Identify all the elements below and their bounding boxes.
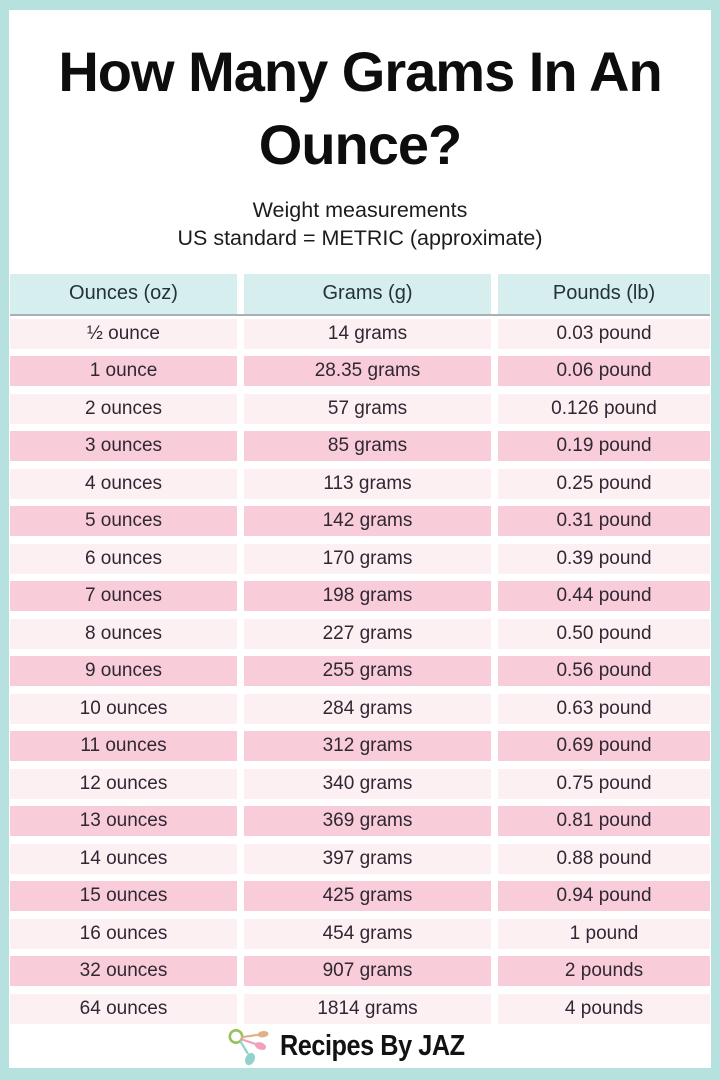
grams-cell: 1814 grams bbox=[244, 993, 491, 1024]
grams-cell: 85 grams bbox=[244, 431, 491, 462]
table-header-row: Ounces (oz) Grams (g) Pounds (lb) bbox=[10, 273, 710, 314]
pounds-cell: 0.69 pound bbox=[498, 731, 710, 762]
table-row: 12 ounces 340 grams 0.75 pound bbox=[10, 768, 710, 799]
table-row: 16 ounces 454 grams 1 pound bbox=[10, 918, 710, 949]
table-row: 3 ounces 85 grams 0.19 pound bbox=[10, 431, 710, 462]
pounds-cell: 4 pounds bbox=[498, 993, 710, 1024]
table-row: 11 ounces 312 grams 0.69 pound bbox=[10, 731, 710, 762]
ounces-cell: 3 ounces bbox=[10, 431, 237, 462]
ounces-cell: 9 ounces bbox=[10, 656, 237, 687]
grams-cell: 369 grams bbox=[244, 806, 491, 837]
pounds-cell: 0.94 pound bbox=[498, 881, 710, 912]
ounces-cell: 5 ounces bbox=[10, 506, 237, 537]
grams-cell: 198 grams bbox=[244, 581, 491, 612]
grams-cell: 227 grams bbox=[244, 618, 491, 649]
conversion-table: Ounces (oz) Grams (g) Pounds (lb) ½ ounc… bbox=[10, 273, 710, 1024]
grams-cell: 14 grams bbox=[244, 318, 491, 349]
grams-cell: 425 grams bbox=[244, 881, 491, 912]
header-grams: Grams (g) bbox=[244, 273, 491, 314]
pounds-cell: 0.50 pound bbox=[498, 618, 710, 649]
pounds-cell: 0.06 pound bbox=[498, 356, 710, 387]
pounds-cell: 0.88 pound bbox=[498, 843, 710, 874]
grams-cell: 142 grams bbox=[244, 506, 491, 537]
table-row: 13 ounces 369 grams 0.81 pound bbox=[10, 806, 710, 837]
ounces-cell: 12 ounces bbox=[10, 768, 237, 799]
table-row: 9 ounces 255 grams 0.56 pound bbox=[10, 656, 710, 687]
brand-name: Recipes By JAZ bbox=[280, 1030, 466, 1062]
table-row: 10 ounces 284 grams 0.63 pound bbox=[10, 693, 710, 724]
table-row: 2 ounces 57 grams 0.126 pound bbox=[10, 393, 710, 424]
subtitle-line-1: Weight measurements bbox=[252, 197, 468, 222]
table-row: 14 ounces 397 grams 0.88 pound bbox=[10, 843, 710, 874]
pounds-cell: 0.63 pound bbox=[498, 693, 710, 724]
ounces-cell: 13 ounces bbox=[10, 806, 237, 837]
pounds-cell: 0.19 pound bbox=[498, 431, 710, 462]
ounces-cell: 15 ounces bbox=[10, 881, 237, 912]
measuring-spoons-icon bbox=[228, 1028, 269, 1065]
pounds-cell: 1 pound bbox=[498, 918, 710, 949]
table-row: 4 ounces 113 grams 0.25 pound bbox=[10, 468, 710, 499]
ounces-cell: 64 ounces bbox=[10, 993, 237, 1024]
pounds-cell: 0.126 pound bbox=[498, 393, 710, 424]
grams-cell: 312 grams bbox=[244, 731, 491, 762]
pounds-cell: 0.31 pound bbox=[498, 506, 710, 537]
pounds-cell: 0.03 pound bbox=[498, 318, 710, 349]
pounds-cell: 0.39 pound bbox=[498, 543, 710, 574]
ounces-cell: 4 ounces bbox=[10, 468, 237, 499]
ounces-cell: 2 ounces bbox=[10, 393, 237, 424]
table-row: 15 ounces 425 grams 0.94 pound bbox=[10, 881, 710, 912]
grams-cell: 340 grams bbox=[244, 768, 491, 799]
grams-cell: 28.35 grams bbox=[244, 356, 491, 387]
grams-cell: 454 grams bbox=[244, 918, 491, 949]
header-pounds: Pounds (lb) bbox=[498, 273, 710, 314]
brand-footer: Recipes By JAZ bbox=[9, 1025, 711, 1068]
grams-cell: 113 grams bbox=[244, 468, 491, 499]
grams-cell: 170 grams bbox=[244, 543, 491, 574]
ounces-cell: 7 ounces bbox=[10, 581, 237, 612]
subtitle-line-2: US standard = METRIC (approximate) bbox=[177, 225, 543, 250]
ounces-cell: 10 ounces bbox=[10, 693, 237, 724]
grams-cell: 284 grams bbox=[244, 693, 491, 724]
grams-cell: 397 grams bbox=[244, 843, 491, 874]
table-row: 1 ounce 28.35 grams 0.06 pound bbox=[10, 356, 710, 387]
table-row: 64 ounces 1814 grams 4 pounds bbox=[10, 993, 710, 1024]
ounces-cell: 1 ounce bbox=[10, 356, 237, 387]
ounces-cell: ½ ounce bbox=[10, 318, 237, 349]
subtitle: Weight measurements US standard = METRIC… bbox=[9, 196, 711, 252]
header-divider-line bbox=[10, 313, 710, 316]
table-row: ½ ounce 14 grams 0.03 pound bbox=[10, 318, 710, 349]
page-title: How Many Grams In An Ounce? bbox=[58, 40, 662, 176]
pounds-cell: 0.44 pound bbox=[498, 581, 710, 612]
pounds-cell: 0.81 pound bbox=[498, 806, 710, 837]
table-row: 7 ounces 198 grams 0.44 pound bbox=[10, 581, 710, 612]
grams-cell: 255 grams bbox=[244, 656, 491, 687]
ounces-cell: 14 ounces bbox=[10, 843, 237, 874]
table-row: 5 ounces 142 grams 0.31 pound bbox=[10, 506, 710, 537]
header-ounces: Ounces (oz) bbox=[10, 273, 237, 314]
conversion-table-body: ½ ounce 14 grams 0.03 pound 1 ounce 28.3… bbox=[10, 316, 710, 1024]
ounces-cell: 6 ounces bbox=[10, 543, 237, 574]
pounds-cell: 0.75 pound bbox=[498, 768, 710, 799]
ounces-cell: 11 ounces bbox=[10, 731, 237, 762]
ounces-cell: 16 ounces bbox=[10, 918, 237, 949]
table-row: 32 ounces 907 grams 2 pounds bbox=[10, 956, 710, 987]
table-row: 6 ounces 170 grams 0.39 pound bbox=[10, 543, 710, 574]
ounces-cell: 32 ounces bbox=[10, 956, 237, 987]
pounds-cell: 0.56 pound bbox=[498, 656, 710, 687]
ounces-cell: 8 ounces bbox=[10, 618, 237, 649]
grams-cell: 907 grams bbox=[244, 956, 491, 987]
grams-cell: 57 grams bbox=[244, 393, 491, 424]
pounds-cell: 0.25 pound bbox=[498, 468, 710, 499]
pounds-cell: 2 pounds bbox=[498, 956, 710, 987]
infographic-page: How Many Grams In An Ounce? Weight measu… bbox=[9, 10, 711, 1068]
table-row: 8 ounces 227 grams 0.50 pound bbox=[10, 618, 710, 649]
